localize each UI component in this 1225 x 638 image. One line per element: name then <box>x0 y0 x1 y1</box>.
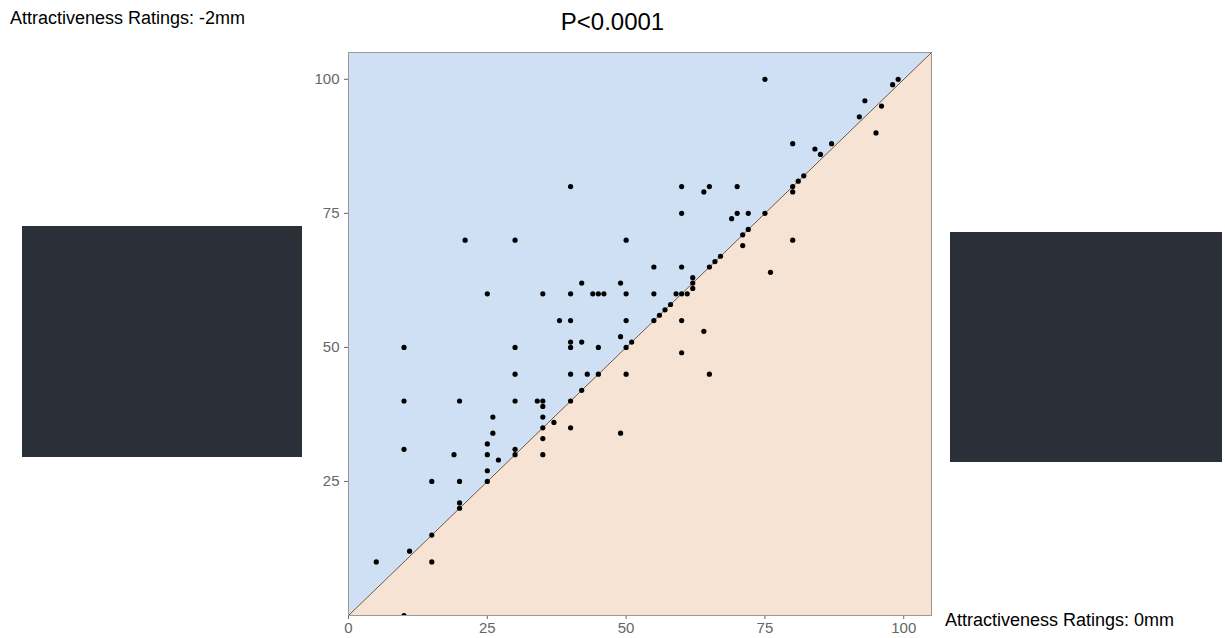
svg-text:25: 25 <box>323 472 340 489</box>
html-text:P<0.0001: P<0.0001 <box>560 8 665 35</box>
svg-text:50: 50 <box>618 619 635 636</box>
svg-text:50: 50 <box>323 338 340 355</box>
html-text:Attractiveness Ratings: 0mm: Attractiveness Ratings: 0mm <box>945 610 1175 630</box>
svg-text:100: 100 <box>314 70 339 87</box>
svg-text:100: 100 <box>891 619 916 636</box>
svg-text:75: 75 <box>757 619 774 636</box>
svg-text:25: 25 <box>479 619 496 636</box>
svg-text:75: 75 <box>323 204 340 221</box>
svg-text:0: 0 <box>344 619 352 636</box>
html-text:Attractiveness Ratings: -2mm: Attractiveness Ratings: -2mm <box>10 8 246 28</box>
